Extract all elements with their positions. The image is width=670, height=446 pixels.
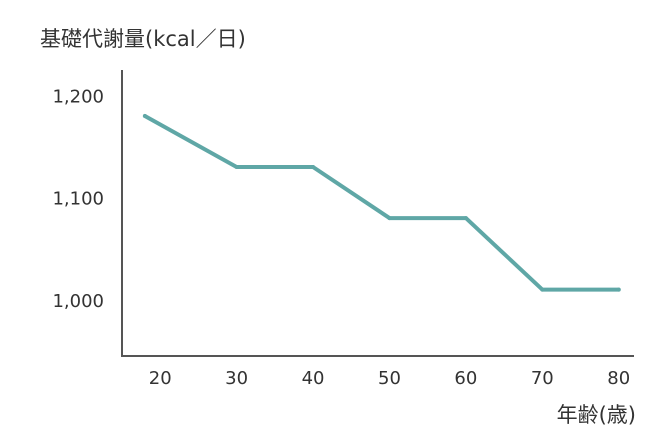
x-tick-label: 30	[225, 368, 248, 389]
data-point	[616, 287, 621, 292]
x-tick-labels: 20 30 40 50 60 70 80	[149, 368, 630, 389]
y-tick-label: 1,200	[52, 87, 104, 108]
y-tick-label: 1,000	[52, 291, 104, 312]
series-line	[142, 114, 621, 292]
y-axis-label: 基礎代謝量(kcal／日)	[40, 27, 246, 51]
data-point	[311, 165, 316, 170]
y-tick-label: 1,100	[52, 189, 104, 210]
data-point	[142, 113, 147, 118]
data-point	[234, 165, 239, 170]
x-tick-label: 40	[302, 368, 325, 389]
x-tick-label: 60	[454, 368, 477, 389]
x-axis-label: 年齢(歳)	[557, 403, 636, 427]
data-point	[540, 287, 545, 292]
x-tick-label: 20	[149, 368, 172, 389]
x-tick-label: 80	[607, 368, 630, 389]
data-point	[387, 216, 392, 221]
x-tick-label: 70	[531, 368, 554, 389]
x-tick-label: 50	[378, 368, 401, 389]
y-tick-labels: 1,000 1,100 1,200	[52, 87, 104, 312]
series-group	[142, 113, 621, 292]
data-point	[463, 216, 468, 221]
